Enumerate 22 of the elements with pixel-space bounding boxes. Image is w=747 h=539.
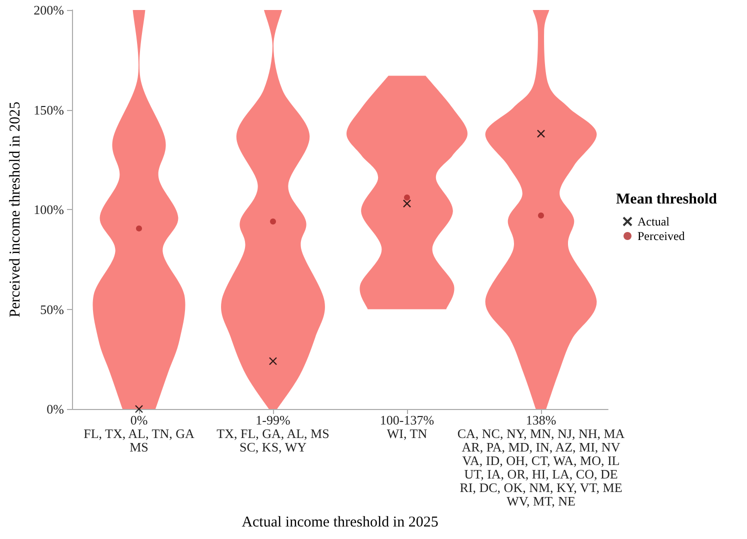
y-tick-label: 0% [46,402,64,416]
legend-label: Perceived [638,229,685,243]
y-tick-label: 150% [34,102,64,118]
point [538,212,544,218]
legend-title: Mean threshold [616,192,718,208]
point [536,130,546,138]
x-tick-label: 138% CA, NC, NY, MN, NJ, NH, MA AR, PA, MD, IN, AZ, MI, NV VA, ID, OH, CT, WA, MO, IL UT, IA, OR, HI, LA, CO, DE RI, DC, OK, NM, KY, VT, ME WV, MT, NE [457,412,626,508]
legend-label: Actual [638,214,670,228]
y-axis-title: Perceived income threshold in 2025 [7,102,24,318]
point [402,199,412,208]
point [136,225,142,232]
point [404,194,410,201]
point [268,357,278,366]
point [270,218,276,224]
x-tick-label: 100-137% WI, TN [380,412,434,441]
y-tick-label: 200% [34,2,64,18]
x-tick-label: 1-99% TX, FL, GA, AL, MS SC, KS, WY [216,412,330,454]
y-tick-label: 50% [40,302,64,317]
x-axis-title: Actual income threshold in 2025 [242,514,438,530]
x-tick-label: 0% FL, TX, AL, TN, GA MS [84,412,195,454]
point [134,404,144,414]
y-tick-label: 100% [34,202,64,217]
